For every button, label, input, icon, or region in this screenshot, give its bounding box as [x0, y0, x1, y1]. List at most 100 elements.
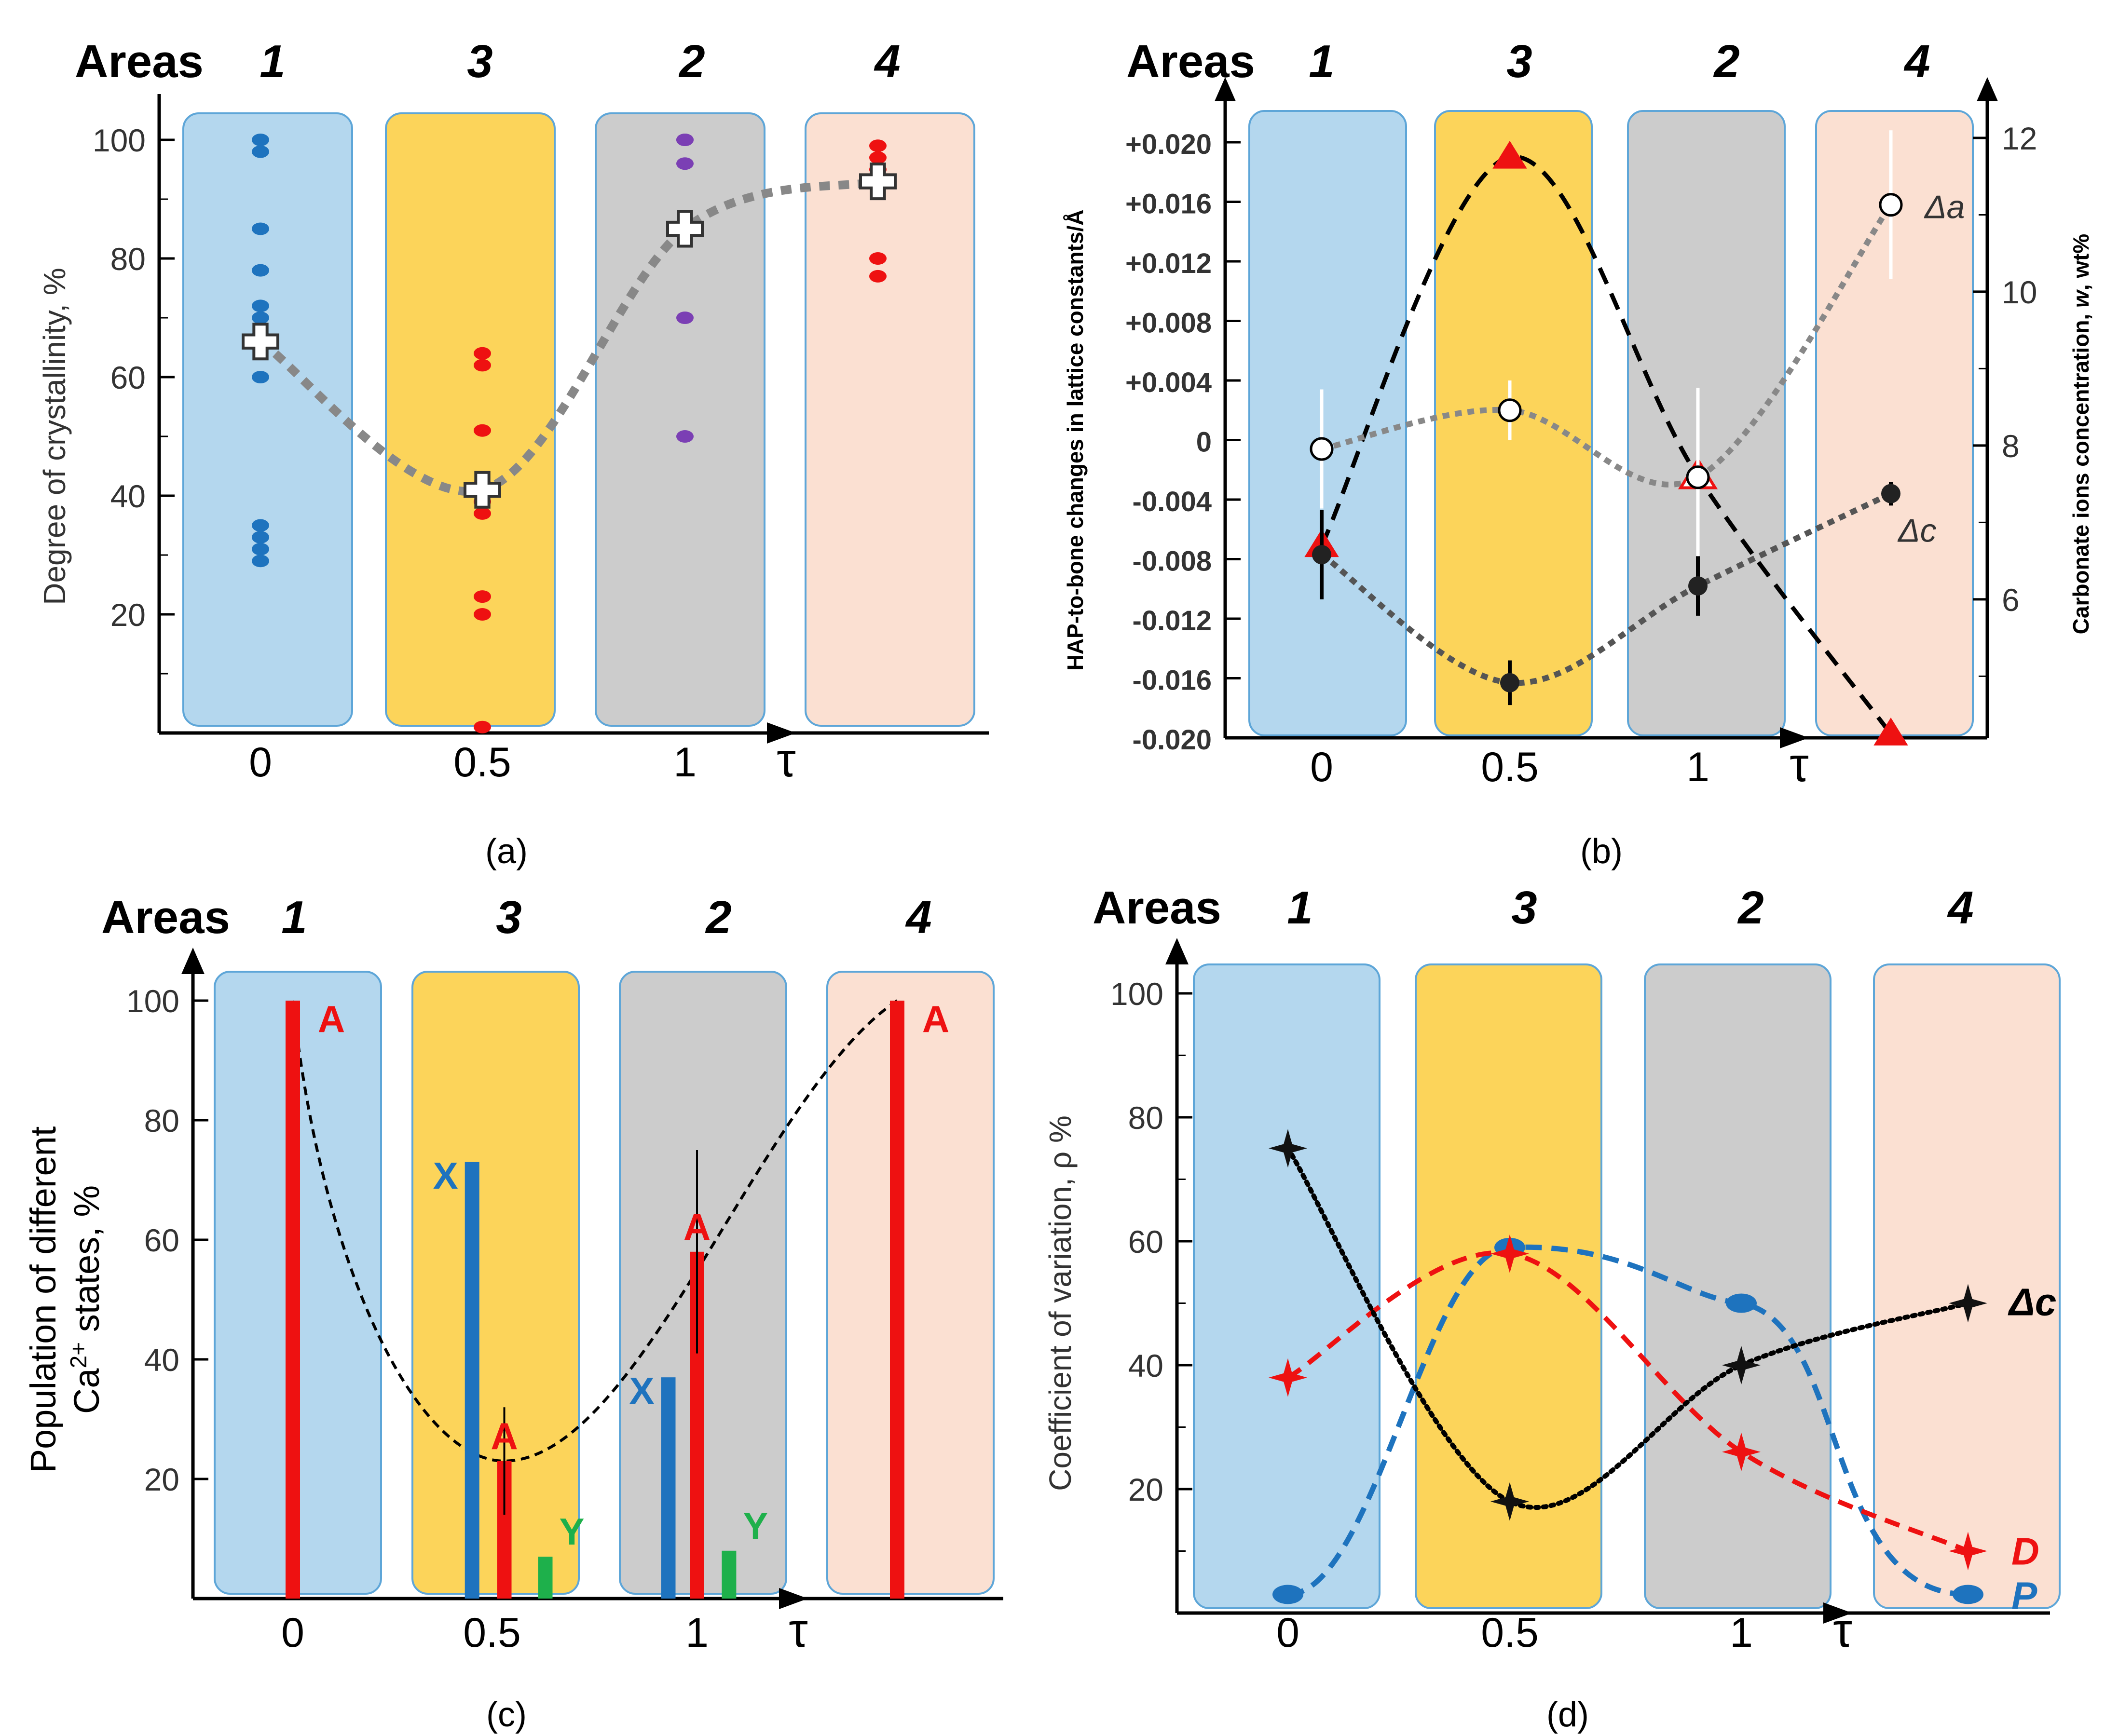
y-right-label-part: , wt%: [2068, 234, 2093, 291]
area-number-1: 1: [281, 892, 307, 943]
delta-a-marker: [1310, 437, 1334, 461]
y-axis-arrow: [181, 948, 205, 974]
delta-c-marker: [1722, 1346, 1761, 1384]
delta-a-marker: [1879, 193, 1903, 217]
bar-Y: [722, 1550, 737, 1599]
mean-marker: [859, 163, 897, 201]
mean-marker: [666, 210, 704, 248]
x-tick-label: 0.5: [1481, 1610, 1539, 1656]
area-box-2: [1627, 110, 1786, 736]
carbonate-marker: [1873, 718, 1908, 746]
y-right-tick-label: 10: [2002, 274, 2037, 310]
p-marker: [1953, 1585, 1983, 1604]
delta-c-label: Δc: [1897, 513, 1937, 549]
area-box-3: [1415, 963, 1602, 1609]
y-tick-label: 80: [144, 1103, 179, 1139]
y-tick-label: -0.020: [1133, 724, 1212, 756]
y-axis-label: Coefficient of variation, ρ %: [1043, 1115, 1078, 1491]
bar-label-Y: Y: [743, 1505, 768, 1547]
d-label: D: [2011, 1530, 2039, 1573]
x-axis-arrow: [779, 1588, 808, 1609]
y-right-tick-label: 8: [2002, 428, 2020, 464]
x-tick-label: 1: [673, 739, 697, 786]
data-point: [252, 145, 269, 158]
data-point: [676, 312, 694, 324]
y-tick-label: +0.016: [1125, 189, 1212, 220]
delta-c-marker: [1312, 545, 1331, 565]
y-tick-label: +0.020: [1125, 129, 1212, 160]
delta-c-marker: [1881, 484, 1900, 503]
delta-a-label: Δa: [1924, 189, 1965, 226]
y-tick-label: 60: [1128, 1224, 1163, 1260]
population-trend-line: [291, 999, 898, 1463]
y-tick-label: -0.016: [1133, 665, 1212, 696]
area-number-4: 4: [905, 892, 931, 943]
x-tick-label: 0.5: [1481, 744, 1539, 790]
area-box-4: [805, 112, 975, 727]
y-axis-label: HAP-to-bone changes in lattice constants…: [1063, 210, 1088, 671]
panel-label: (c): [486, 1695, 527, 1734]
y-tick-label: 80: [110, 241, 146, 277]
data-point: [676, 134, 694, 146]
data-point: [474, 424, 491, 437]
data-point: [252, 299, 269, 312]
bar-label-X: X: [433, 1154, 458, 1197]
y-tick-label: 60: [144, 1222, 179, 1258]
y-tick-label: +0.012: [1125, 248, 1212, 279]
area-box-3: [1434, 110, 1593, 736]
panel-d: Areas 1 3 2 4 20 40 60 80 100 0 0.5 1 τ (d) Coefficient…: [1043, 882, 2061, 1734]
bar-label-X: X: [629, 1370, 654, 1412]
x-axis-arrow: [767, 722, 796, 744]
y-tick-label: 80: [1128, 1100, 1163, 1136]
tau-symbol: τ: [1833, 1603, 1852, 1657]
x-tick-label: 0: [281, 1610, 304, 1656]
x-tick-label: 0.5: [463, 1610, 521, 1656]
x-tick-label: 0: [1276, 1610, 1299, 1656]
bar-Y: [538, 1557, 553, 1599]
y-tick-label: -0.008: [1133, 546, 1212, 577]
y-axis-right-arrow: [1977, 77, 1998, 101]
delta-c-trend-line: [1320, 491, 1892, 686]
panel-label: (b): [1580, 832, 1623, 871]
area-box-4: [1873, 963, 2061, 1609]
area-number-3: 3: [1511, 882, 1537, 934]
panel-a: Areas 1 3 2 4 20 40 60 80 100 0 0.5 1 τ (a) Degree of c…: [37, 36, 989, 871]
area-number-3: 3: [496, 892, 521, 943]
bar-X: [661, 1377, 676, 1599]
area-box-1: [182, 112, 353, 727]
d-marker: [1722, 1432, 1761, 1471]
mean-trend-line: [258, 177, 879, 496]
data-point: [252, 542, 269, 556]
bar-A: [286, 1001, 300, 1599]
area-number-4: 4: [874, 36, 900, 87]
areas-label: Areas: [1126, 36, 1255, 87]
x-tick-label: 0.5: [453, 739, 511, 786]
area-number-2: 2: [1713, 36, 1739, 87]
y-tick-label: 100: [93, 122, 146, 158]
data-point: [869, 252, 887, 265]
tau-symbol: τ: [1790, 738, 1809, 792]
data-point: [869, 139, 887, 152]
delta-c-marker: [1949, 1284, 1987, 1323]
y-axis-arrow: [1215, 77, 1236, 101]
area-number-1: 1: [260, 36, 285, 87]
data-point: [474, 608, 491, 621]
d-trend-line: [1286, 1250, 1969, 1554]
x-tick-label: 0: [1310, 744, 1333, 790]
y-axis-arrow: [1165, 938, 1189, 964]
y-tick-label: 40: [144, 1342, 179, 1378]
y-right-tick-label: 6: [2002, 582, 2020, 618]
delta-c-marker: [1500, 673, 1519, 692]
bar-label-A: A: [683, 1206, 711, 1248]
area-number-4: 4: [1947, 882, 1973, 934]
x-tick-label: 1: [1686, 744, 1709, 790]
p-label: P: [2011, 1574, 2037, 1617]
data-point: [676, 157, 694, 170]
data-point: [252, 371, 269, 383]
bar-label-A: A: [491, 1415, 518, 1457]
p-marker: [1272, 1585, 1303, 1604]
y-right-label-part: Carbonate ions concentration,: [2068, 308, 2093, 634]
y-right-label-part: w: [2068, 289, 2093, 308]
delta-a-marker: [1498, 398, 1522, 422]
area-box-3: [385, 112, 556, 727]
